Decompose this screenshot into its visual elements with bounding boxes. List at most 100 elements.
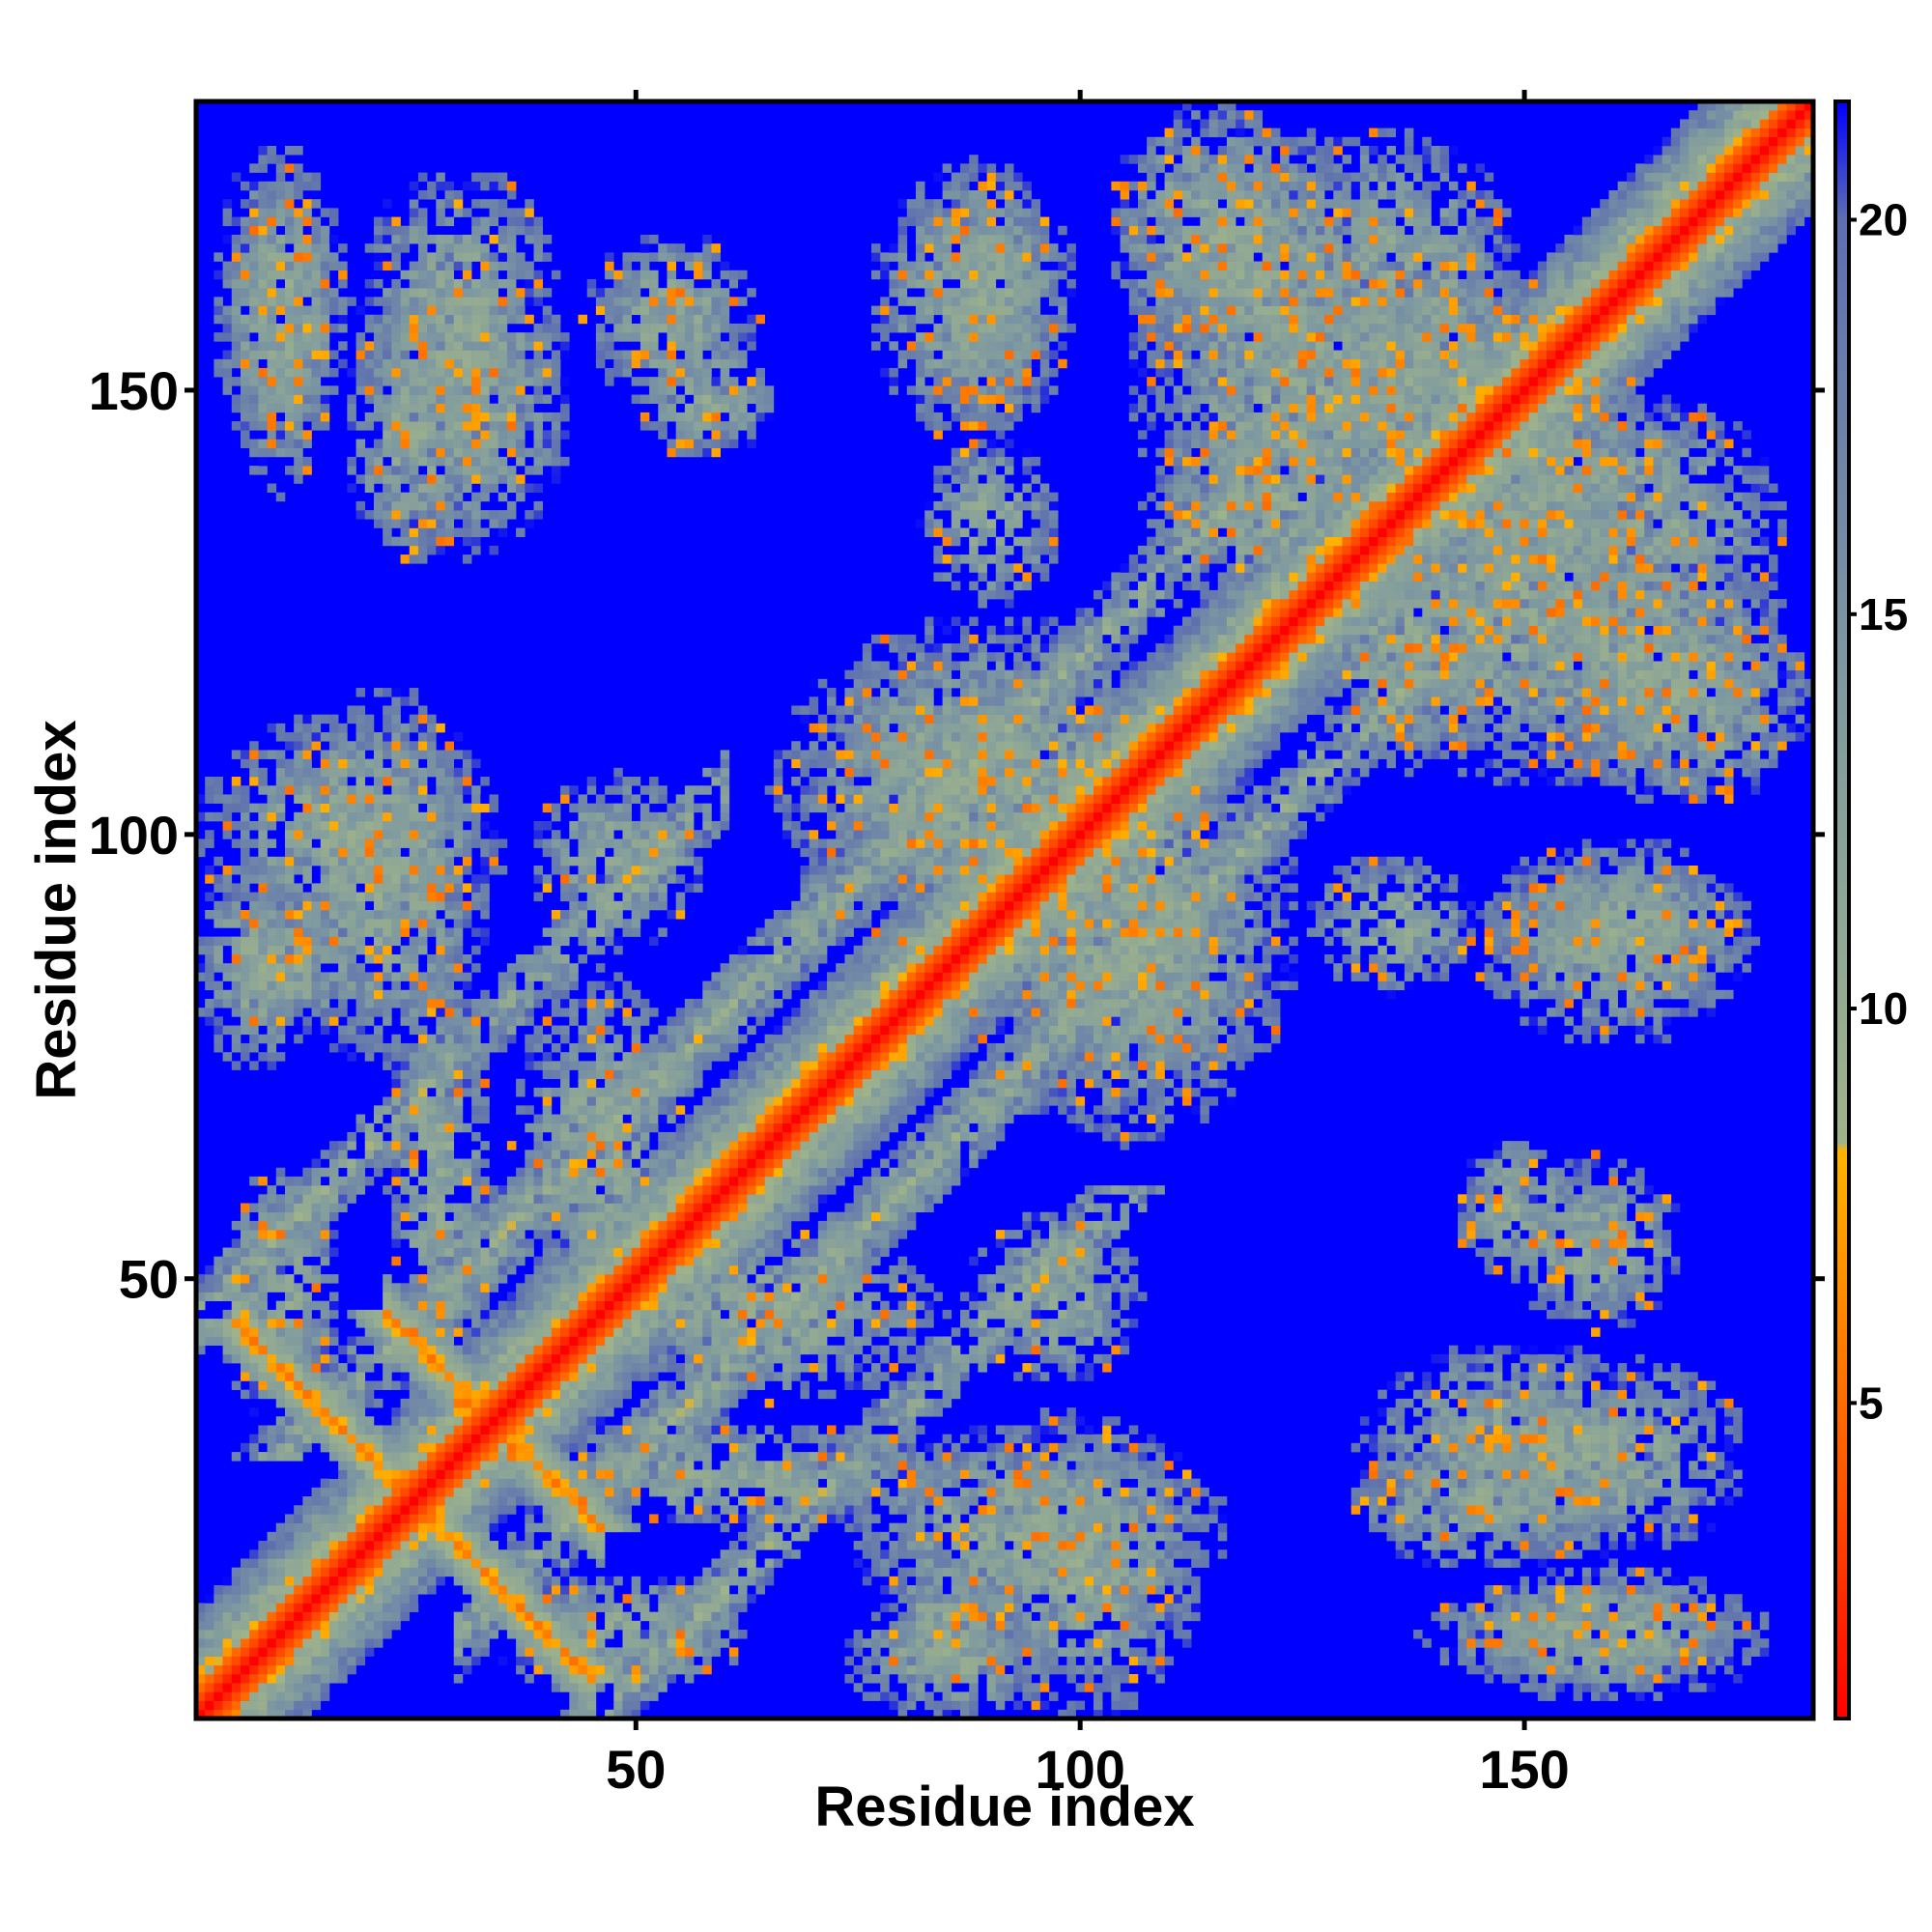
heatmap-cell	[436, 1264, 445, 1275]
heatmap-cell	[417, 1549, 428, 1559]
heatmap-cell	[453, 278, 464, 289]
heatmap-cell	[373, 1131, 384, 1142]
heatmap-cell	[213, 1283, 223, 1293]
heatmap-cell	[533, 1594, 544, 1604]
heatmap-cell	[373, 750, 384, 759]
heatmap-cell	[595, 1398, 606, 1408]
heatmap-cell	[586, 1042, 597, 1053]
heatmap-cell	[560, 1345, 570, 1355]
heatmap-cell	[284, 980, 295, 991]
heatmap-cell	[231, 261, 242, 271]
heatmap-cell	[400, 883, 411, 893]
heatmap-cell	[328, 1211, 339, 1222]
heatmap-cell	[258, 439, 268, 449]
heatmap-cell	[347, 927, 356, 937]
heatmap-cell	[595, 1380, 606, 1390]
heatmap-cell	[311, 412, 322, 422]
heatmap-cell	[328, 1300, 339, 1311]
heatmap-cell	[338, 1141, 348, 1151]
heatmap-cell	[355, 377, 366, 386]
heatmap-cell	[462, 1664, 472, 1675]
heatmap-cell	[605, 1442, 614, 1453]
heatmap-cell	[222, 350, 233, 360]
heatmap-cell	[231, 945, 242, 955]
heatmap-cell	[213, 1264, 223, 1275]
heatmap-cell	[453, 1487, 464, 1497]
heatmap-cell	[240, 243, 250, 253]
heatmap-cell	[328, 1327, 339, 1337]
heatmap-cell	[542, 1345, 553, 1355]
heatmap-cell	[258, 447, 268, 458]
heatmap-cell	[622, 919, 632, 928]
heatmap-cell	[551, 1283, 561, 1293]
heatmap-cell	[436, 758, 445, 769]
heatmap-cell	[444, 492, 455, 502]
heatmap-cell	[506, 225, 517, 236]
heatmap-cell	[533, 892, 544, 902]
heatmap-cell	[462, 1264, 472, 1275]
heatmap-cell	[391, 714, 401, 724]
heatmap-cell	[622, 1176, 632, 1186]
heatmap-cell	[578, 1114, 588, 1124]
heatmap-cell	[328, 1469, 339, 1479]
heatmap-cell	[605, 989, 614, 1000]
heatmap-cell	[391, 456, 401, 467]
heatmap-cell	[311, 1398, 322, 1408]
heatmap-cell	[622, 1478, 632, 1489]
heatmap-cell	[302, 919, 312, 928]
heatmap-cell	[231, 1709, 242, 1719]
heatmap-cell	[497, 989, 508, 1000]
heatmap-cell	[436, 1141, 445, 1151]
heatmap-cell	[328, 821, 339, 831]
heatmap-cell	[213, 1709, 223, 1719]
heatmap-cell	[213, 989, 223, 1000]
heatmap-cell	[595, 927, 606, 937]
heatmap-cell	[560, 1363, 570, 1373]
heatmap-cell	[480, 1647, 490, 1657]
heatmap-cell	[258, 278, 268, 289]
heatmap-cell	[267, 243, 277, 253]
heatmap-cell	[275, 394, 286, 405]
heatmap-cell	[506, 1185, 517, 1195]
heatmap-cell	[533, 1461, 544, 1470]
heatmap-cell	[444, 456, 455, 467]
heatmap-cell	[533, 821, 544, 831]
heatmap-cell	[462, 394, 472, 405]
heatmap-cell	[400, 439, 411, 449]
heatmap-cell	[213, 900, 223, 911]
heatmap-cell	[453, 847, 464, 858]
heatmap-cell	[471, 510, 481, 520]
heatmap-cell	[480, 1353, 490, 1364]
heatmap-cell	[453, 288, 464, 298]
heatmap-cell	[338, 1567, 348, 1577]
heatmap-cell	[436, 892, 445, 902]
heatmap-cell	[347, 714, 356, 724]
heatmap-cell	[347, 1585, 356, 1595]
heatmap-cell	[516, 252, 526, 262]
heatmap-cell	[294, 892, 303, 902]
heatmap-cell	[417, 1034, 428, 1044]
heatmap-cell	[569, 892, 579, 902]
heatmap-cell	[355, 385, 366, 395]
heatmap-cell	[417, 980, 428, 991]
heatmap-cell	[302, 1353, 312, 1364]
heatmap-cell	[427, 1522, 437, 1533]
heatmap-cell	[231, 794, 242, 804]
heatmap-cell	[462, 1069, 472, 1080]
heatmap-cell	[364, 1611, 375, 1622]
heatmap-cell	[551, 1442, 561, 1453]
heatmap-cell	[480, 1319, 490, 1328]
heatmap-cell	[302, 980, 312, 991]
heatmap-cell	[320, 1531, 330, 1542]
heatmap-cell	[525, 1353, 534, 1364]
heatmap-cell	[409, 323, 419, 333]
heatmap-cell	[516, 474, 526, 484]
heatmap-cell	[444, 1274, 455, 1284]
heatmap-cell	[462, 1630, 472, 1639]
heatmap-cell	[275, 900, 286, 911]
heatmap-cell	[373, 1594, 384, 1604]
heatmap-cell	[542, 927, 553, 937]
heatmap-cell	[569, 1292, 579, 1302]
heatmap-cell	[560, 1114, 570, 1124]
heatmap-cell	[560, 1656, 570, 1666]
